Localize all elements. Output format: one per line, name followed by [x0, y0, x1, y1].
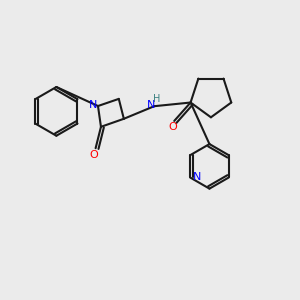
Text: N: N — [193, 172, 201, 182]
Text: N: N — [146, 100, 155, 110]
Text: H: H — [153, 94, 160, 104]
Text: O: O — [90, 150, 98, 160]
Text: O: O — [168, 122, 177, 133]
Text: N: N — [88, 100, 97, 110]
